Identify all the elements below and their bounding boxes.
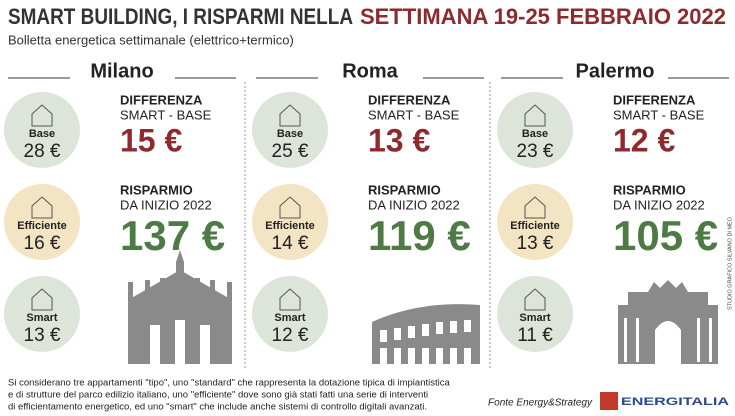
savings-label: DA INIZIO 2022: [368, 197, 460, 212]
house-icon: [31, 288, 53, 311]
city-name: Roma: [342, 60, 398, 82]
source: Fonte Energy&Strategy: [488, 398, 593, 409]
level-value: 25 €: [272, 141, 309, 162]
difference-value: 12 €: [613, 122, 675, 158]
footnote: e di strutture del parco edilizio italia…: [8, 390, 428, 401]
level-circle: [252, 276, 328, 352]
house-icon: [31, 104, 53, 127]
level-value: 13 €: [517, 233, 554, 254]
savings-value: 105 €: [613, 212, 718, 259]
footnote: Si considerano tre appartamenti "tipo", …: [8, 378, 450, 389]
savings-label: DA INIZIO 2022: [613, 197, 705, 212]
level-label: Base: [522, 128, 548, 140]
diff-label: DIFFERENZA: [613, 92, 696, 107]
footnote: di efficientamento energetico, ed uno "s…: [8, 402, 427, 413]
city-name: Milano: [90, 60, 153, 82]
logo: ENERGITALIA: [621, 396, 729, 408]
level-label: Efficiente: [265, 220, 315, 232]
level-value: 12 €: [272, 325, 309, 346]
level-circle: [4, 276, 80, 352]
house-icon: [524, 288, 546, 311]
credit: STUDIO GRAFICO SILVANO DI MEO: [727, 216, 733, 310]
level-label: Smart: [26, 312, 58, 324]
monument-milano: [128, 250, 232, 364]
level-circle: [252, 184, 328, 260]
diff-label: SMART - BASE: [120, 107, 212, 122]
difference-value: 15 €: [120, 122, 182, 158]
level-label: Smart: [519, 312, 551, 324]
savings-label: DA INIZIO 2022: [120, 197, 212, 212]
house-icon: [524, 104, 546, 127]
monument-palermo: [618, 280, 718, 364]
level-circle: [497, 92, 573, 168]
house-icon: [524, 196, 546, 219]
level-circle: [252, 92, 328, 168]
diff-label: SMART - BASE: [368, 107, 460, 122]
house-icon: [279, 104, 301, 127]
title-highlight: SETTIMANA 19-25 FEBBRAIO 2022: [360, 4, 726, 29]
difference-value: 13 €: [368, 122, 430, 158]
house-icon: [31, 196, 53, 219]
level-value: 23 €: [517, 141, 554, 162]
subtitle: Bolletta energetica settimanale (elettri…: [8, 32, 294, 47]
level-circle: [497, 276, 573, 352]
house-icon: [279, 196, 301, 219]
city-name: Palermo: [576, 60, 655, 82]
diff-label: DIFFERENZA: [120, 92, 203, 107]
level-value: 13 €: [24, 325, 61, 346]
monument-roma: [372, 304, 480, 364]
level-label: Efficiente: [510, 220, 560, 232]
savings-value: 119 €: [368, 212, 471, 259]
level-value: 28 €: [24, 141, 61, 162]
level-value: 14 €: [272, 233, 309, 254]
title: SMART BUILDING, I RISPARMI NELLA: [8, 4, 353, 29]
diff-label: DIFFERENZA: [368, 92, 451, 107]
level-label: Base: [29, 128, 55, 140]
level-label: Base: [277, 128, 303, 140]
level-label: Smart: [274, 312, 306, 324]
diff-label: SMART - BASE: [613, 107, 705, 122]
savings-label: RISPARMIO: [613, 182, 686, 197]
level-value: 16 €: [24, 233, 61, 254]
savings-label: RISPARMIO: [368, 182, 441, 197]
level-label: Efficiente: [17, 220, 67, 232]
level-circle: [4, 184, 80, 260]
level-circle: [497, 184, 573, 260]
savings-value: 137 €: [120, 212, 225, 259]
level-value: 11 €: [517, 325, 553, 346]
level-circle: [4, 92, 80, 168]
house-icon: [279, 288, 301, 311]
logo-icon: [600, 392, 618, 410]
savings-label: RISPARMIO: [120, 182, 193, 197]
